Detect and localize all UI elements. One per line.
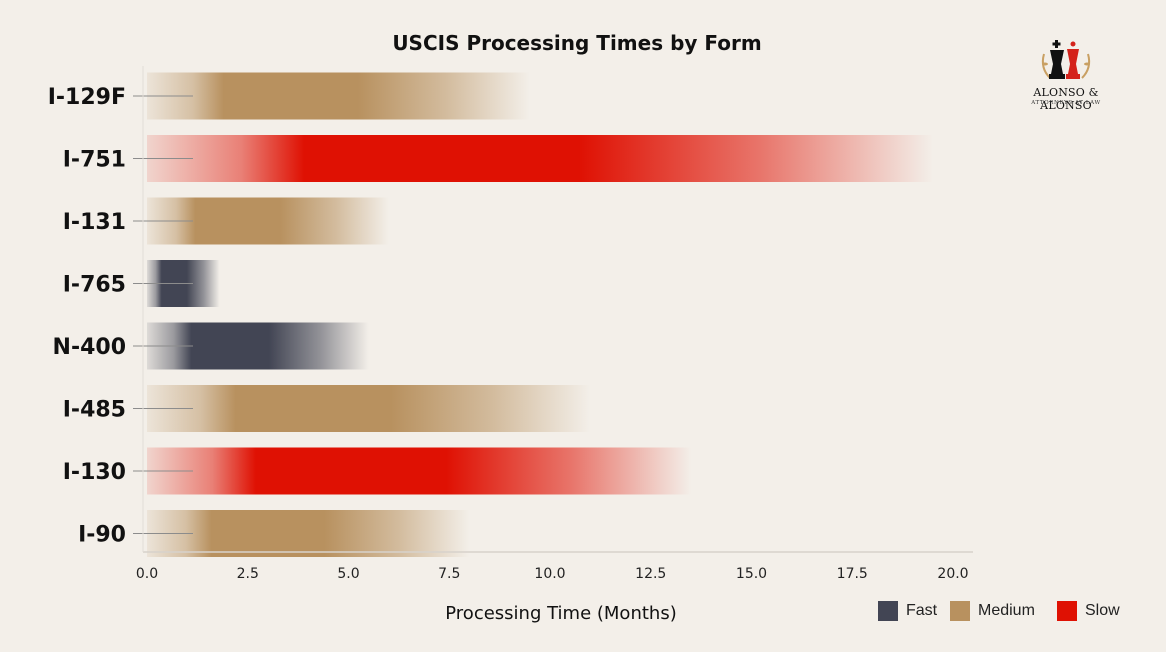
y-tick-label: I-90 (78, 523, 126, 548)
chart-title: USCIS Processing Times by Form (392, 31, 761, 55)
legend-label: Fast (906, 602, 938, 619)
x-tick-label: 7.5 (438, 566, 460, 582)
x-tick-label: 5.0 (337, 566, 359, 582)
legend-swatch (878, 601, 898, 621)
firm-logo: ALONSO & ALONSO ATTORNEYS AT LAW (1006, 34, 1126, 112)
x-axis-label: Processing Time (Months) (445, 603, 676, 624)
x-tick-labels: 0.0 2.5 5.0 7.5 10.0 12.5 15.0 17.5 20.0 (136, 566, 969, 582)
x-tick-label: 20.0 (937, 566, 968, 582)
legend-swatch (950, 601, 970, 621)
bar-i-751 (147, 135, 933, 182)
y-tick-label: I-129F (48, 85, 126, 110)
x-axis (142, 66, 973, 553)
bar-i-90 (147, 510, 470, 557)
y-tick-label: I-751 (63, 148, 126, 173)
legend-label: Slow (1085, 602, 1120, 619)
x-tick-label: 15.0 (736, 566, 767, 582)
y-tick-label: I-130 (63, 460, 126, 485)
bar-i-130 (147, 447, 692, 495)
x-tick-label: 10.0 (534, 566, 565, 582)
chess-king-queen-icon (1041, 40, 1091, 79)
x-tick-label: 17.5 (837, 566, 868, 582)
y-tick-labels: I-129F I-751 I-131 I-765 N-400 I-485 I-130 I-90 (48, 85, 126, 548)
logo-firm-name: ALONSO & ALONSO (1033, 86, 1099, 112)
bar-i-129f (147, 72, 530, 120)
legend-swatch (1057, 601, 1077, 621)
x-tick-label: 12.5 (635, 566, 666, 582)
bars-layer (133, 72, 933, 557)
logo-tagline: ATTORNEYS AT LAW (1031, 100, 1101, 106)
y-tick-label: I-765 (63, 273, 126, 298)
legend-label: Medium (978, 602, 1035, 619)
x-tick-label: 0.0 (136, 566, 158, 582)
y-tick-label: N-400 (53, 335, 126, 360)
x-tick-label: 2.5 (237, 566, 259, 582)
y-tick-label: I-131 (63, 210, 126, 235)
y-tick-label: I-485 (63, 398, 126, 423)
bar-i-485 (147, 385, 591, 432)
